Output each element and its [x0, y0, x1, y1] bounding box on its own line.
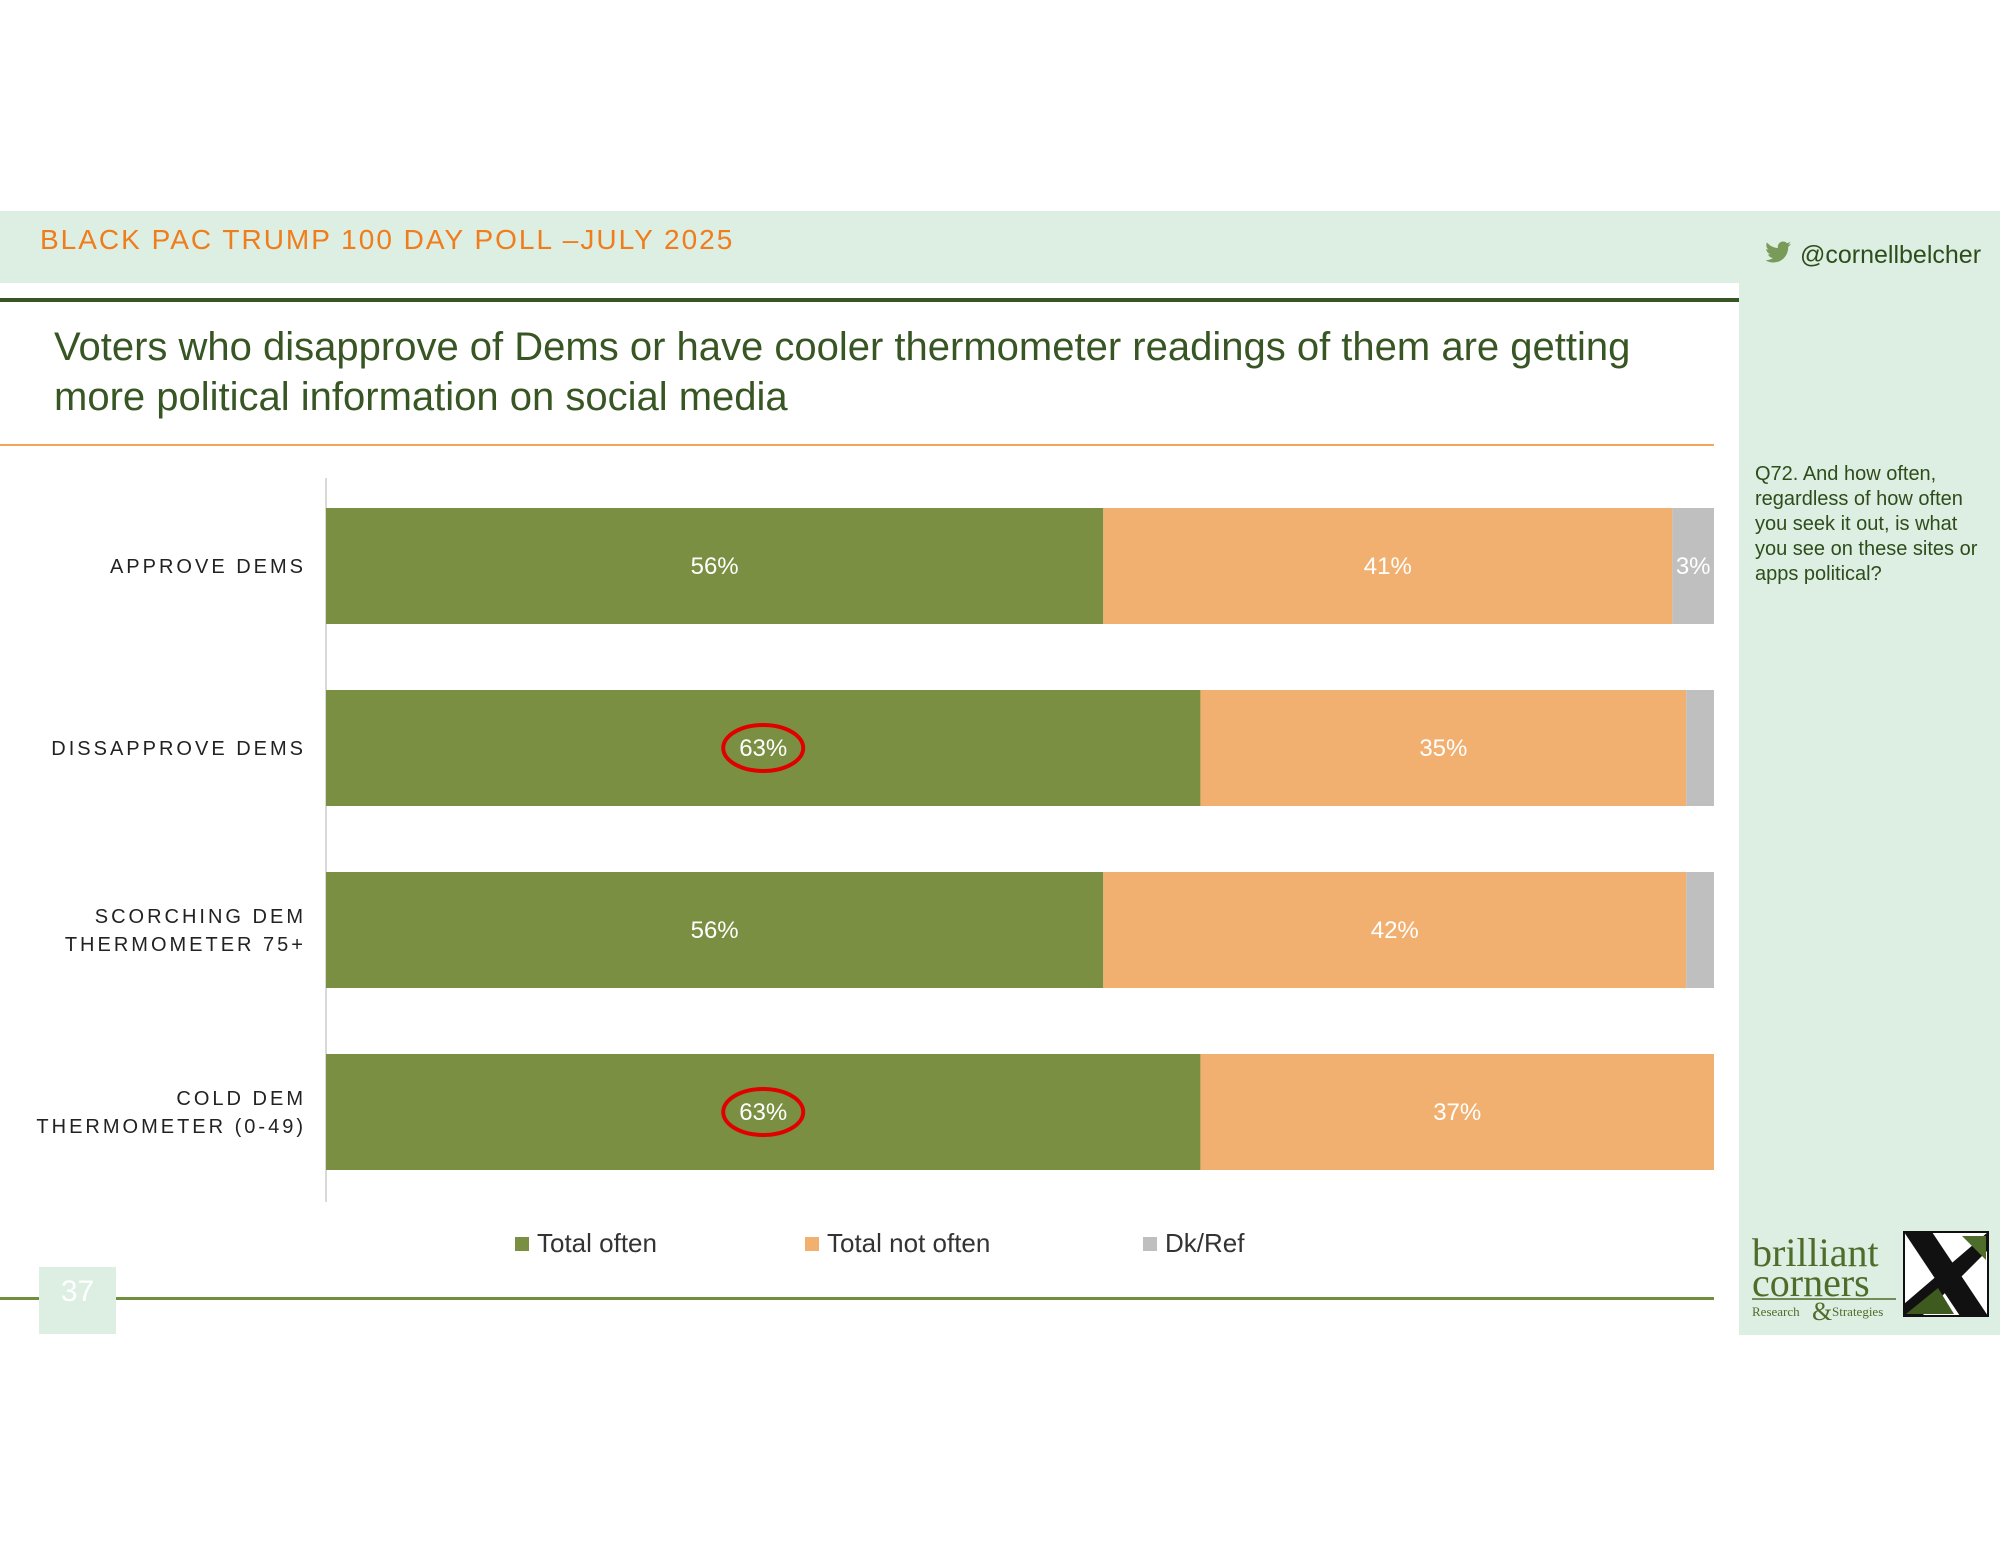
page-number: 37 [60, 1275, 95, 1308]
bar-segment [1200, 1054, 1714, 1170]
bar-segment [326, 508, 1104, 624]
bar-segment [1103, 872, 1687, 988]
header-band [0, 211, 2000, 283]
logo-word-strategies: Strategies [1832, 1304, 1883, 1319]
category-label: COLD DEM [176, 1088, 306, 1110]
sidebar-panel [1739, 283, 2000, 1335]
category-label: DISSAPPROVE DEMS [51, 738, 306, 760]
category-label: THERMOMETER 75+ [65, 934, 306, 956]
logo-x-mark-icon [1903, 1231, 1989, 1317]
legend-label: Total not often [827, 1228, 991, 1258]
category-label: APPROVE DEMS [110, 556, 306, 578]
bar-segment [1686, 872, 1714, 988]
bar-segment [1103, 508, 1673, 624]
legend-item: Total often [515, 1228, 657, 1259]
legend-label: Total often [537, 1228, 657, 1258]
legend-swatch [515, 1236, 529, 1251]
data-label: 56% [691, 553, 739, 580]
chart-bars-layer: APPROVE DEMS 56% 41% 3% DISSAPPROVE DEMS 63% 3… [36, 508, 1714, 1170]
twitter-bird-icon [1765, 241, 1792, 270]
data-label: 42% [1371, 917, 1419, 944]
data-label: 37% [1433, 1099, 1481, 1126]
data-label: 63% [739, 1099, 787, 1126]
page-number-box [39, 1267, 116, 1334]
data-label: 35% [1419, 735, 1467, 762]
title-divider [0, 444, 1714, 446]
bar-segment [1200, 690, 1687, 806]
footer-divider [0, 1297, 1714, 1300]
brilliant-corners-logo: brilliant corners Research & Strategies [1752, 1230, 1989, 1322]
logo-word-research: Research [1752, 1304, 1800, 1319]
twitter-handle-text: @cornellbelcher [1800, 241, 1982, 269]
data-label: 41% [1364, 553, 1412, 580]
legend-label: Dk/Ref [1165, 1228, 1245, 1258]
slide-title: Voters who disapprove of Dems or have co… [54, 325, 1631, 419]
data-label: 63% [739, 735, 787, 762]
legend-swatch [805, 1236, 819, 1251]
data-label: 56% [691, 917, 739, 944]
chart-legend: Total often Total not often Dk/Ref [0, 1228, 1714, 1268]
bar-segment [1672, 508, 1714, 624]
legend-swatch [1143, 1236, 1157, 1251]
stacked-bar-chart: APPROVE DEMS 56% 41% 3% DISSAPPROVE DEMS 63% 3… [36, 478, 1714, 1202]
question-text: Q72. And how often, regardless of how of… [1755, 463, 1978, 585]
legend-item: Dk/Ref [1143, 1228, 1244, 1259]
twitter-handle[interactable]: @cornellbelcher [1765, 241, 1982, 270]
legend-item: Total not often [805, 1228, 990, 1259]
bar-segment [326, 872, 1104, 988]
category-label: THERMOMETER (0-49) [36, 1116, 306, 1138]
header-divider [0, 298, 2000, 302]
highlight-circle [721, 1087, 806, 1137]
header-title: BLACK PAC TRUMP 100 DAY POLL –JULY 2025 [40, 224, 735, 255]
logo-ampersand: & [1812, 1297, 1832, 1322]
category-label: SCORCHING DEM [95, 906, 306, 928]
bar-segment [326, 1054, 1201, 1170]
data-label: 3% [1676, 553, 1711, 580]
highlight-circle [721, 723, 806, 773]
logo-word-brilliant: brilliant [1752, 1230, 1879, 1275]
bar-segment [1686, 690, 1714, 806]
logo-word-corners: corners [1752, 1260, 1870, 1305]
bar-segment [326, 690, 1201, 806]
